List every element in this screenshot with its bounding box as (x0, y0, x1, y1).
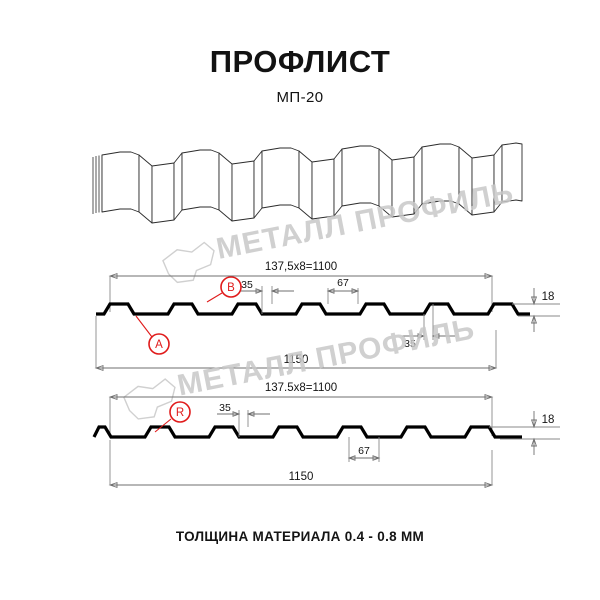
sheet-edge-lines (92, 155, 103, 214)
dim-crest-reverse: 67 (347, 437, 381, 462)
dim-height-reverse: 18 (489, 411, 560, 455)
watermark-logo-icon-2 (123, 378, 176, 420)
dim-crest-front-label: 67 (337, 277, 349, 289)
dim-pitch-left-reverse-label: 35 (219, 402, 231, 414)
dim-bottom-front: 1150 (94, 316, 498, 372)
callout-a-label: A (155, 339, 163, 351)
profile-front-drawing: 137,5x8=1100 18 3 (94, 261, 560, 372)
dim-top-front: 137,5x8=1100 (108, 261, 494, 312)
dim-pitch-right-front-label: 35 (404, 338, 416, 350)
callout-b-label: B (227, 282, 235, 294)
dim-top-reverse-label: 137.5x8=1100 (265, 382, 337, 394)
callout-r-circle[interactable] (169, 401, 191, 423)
dim-height-front-label: 18 (542, 291, 555, 303)
profile-front-section (96, 302, 530, 316)
callout-r[interactable]: R (154, 401, 191, 433)
callout-a[interactable]: A (135, 315, 170, 355)
dim-pitch-left-reverse: 35 (217, 402, 270, 437)
dim-bottom-reverse-label: 1150 (289, 471, 314, 483)
dim-top-front-label: 137,5x8=1100 (265, 261, 337, 273)
title-block: ПРОФЛИСТ МП-20 (0, 44, 600, 106)
page-title: ПРОФЛИСТ (209, 44, 391, 79)
dim-bottom-reverse: 1150 (108, 440, 494, 489)
material-thickness-note: ТОЛЩИНА МАТЕРИАЛА 0.4 - 0.8 ММ (175, 529, 425, 544)
dim-height-front: 18 (512, 288, 560, 332)
dim-crest-front: 67 (326, 277, 360, 304)
profile-reverse-section (92, 425, 522, 439)
profile-reverse-drawing: 137.5x8=1100 18 3 (92, 382, 560, 489)
callout-r-label: R (176, 407, 184, 419)
dim-crest-reverse-label: 67 (358, 445, 370, 457)
perspective-sheet-view (92, 142, 523, 224)
corrugation-ribs (101, 142, 523, 224)
watermark-logo-icon (162, 241, 215, 284)
dim-pitch-left-front: 35 (240, 279, 294, 314)
dim-height-reverse-label: 18 (542, 414, 555, 426)
page-subtitle: МП-20 (276, 88, 324, 106)
callout-b-circle[interactable] (220, 276, 242, 298)
dim-bottom-front-label: 1150 (284, 354, 309, 366)
dim-top-reverse: 137.5x8=1100 (108, 382, 494, 436)
callout-a-circle[interactable] (148, 333, 170, 355)
dim-pitch-right-front: 35 (402, 304, 455, 350)
dim-pitch-left-front-label: 35 (241, 279, 253, 291)
callout-b[interactable]: B (206, 276, 242, 303)
